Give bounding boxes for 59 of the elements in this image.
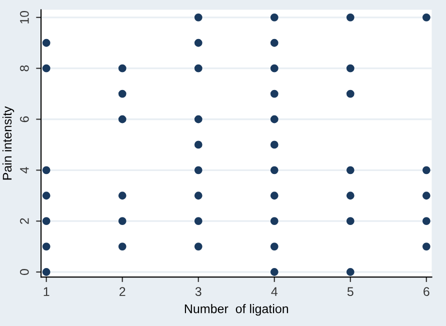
x-tick-label: 5 <box>347 287 354 296</box>
x-axis-title: Number of ligation <box>184 304 288 316</box>
point <box>270 192 278 200</box>
point <box>118 192 126 200</box>
point <box>270 217 278 226</box>
point <box>194 166 202 174</box>
point <box>422 192 430 200</box>
point <box>194 140 202 149</box>
point <box>194 115 202 124</box>
point <box>118 64 126 72</box>
point <box>194 192 202 200</box>
point <box>270 64 278 72</box>
point <box>194 64 202 72</box>
point <box>346 217 354 226</box>
point <box>422 13 430 22</box>
point <box>270 242 278 250</box>
point <box>270 115 278 124</box>
y-tick-label: 10 <box>20 10 29 24</box>
point <box>422 242 430 250</box>
y-tick-label: 6 <box>20 116 29 122</box>
point <box>42 242 50 250</box>
y-tick-label: 2 <box>20 218 29 224</box>
point <box>42 38 50 47</box>
point <box>42 268 50 276</box>
point <box>118 242 126 250</box>
point <box>42 192 50 200</box>
point <box>42 217 50 226</box>
point <box>270 13 278 22</box>
point <box>422 166 430 174</box>
y-tick-label: 8 <box>20 65 29 72</box>
point <box>270 38 278 47</box>
point <box>42 64 50 72</box>
point <box>346 64 354 72</box>
point <box>118 115 126 124</box>
point <box>118 217 126 226</box>
point <box>270 166 278 174</box>
point <box>194 13 202 22</box>
point <box>194 242 202 250</box>
point <box>194 38 202 47</box>
x-tick-label: 6 <box>424 287 430 296</box>
point <box>270 140 278 149</box>
point <box>422 217 430 226</box>
y-tick-label: 4 <box>20 167 29 174</box>
point <box>346 192 354 200</box>
point <box>346 90 354 98</box>
point <box>346 166 354 174</box>
y-axis-title: Pain intensity <box>2 106 14 180</box>
x-tick-label: 4 <box>271 287 278 296</box>
point <box>346 13 354 22</box>
point <box>270 90 278 98</box>
x-tick-label: 3 <box>195 287 202 296</box>
point <box>42 166 50 174</box>
point <box>270 268 278 276</box>
x-tick-label: 2 <box>120 287 126 296</box>
point <box>346 268 354 276</box>
y-tick-label: 0 <box>20 269 29 275</box>
x-tick-label: 1 <box>44 287 50 296</box>
point <box>118 90 126 98</box>
point <box>194 217 202 226</box>
